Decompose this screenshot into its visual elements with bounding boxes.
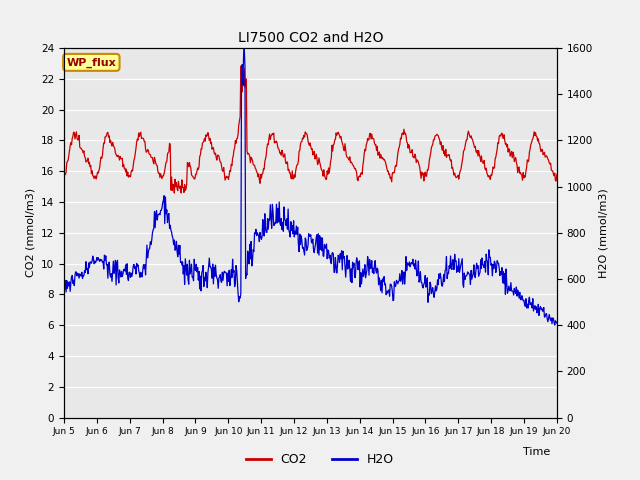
Y-axis label: CO2 (mmol/m3): CO2 (mmol/m3) [26,188,35,277]
Legend: CO2, H2O: CO2, H2O [241,448,399,471]
X-axis label: Time: Time [524,447,550,457]
Title: LI7500 CO2 and H2O: LI7500 CO2 and H2O [237,32,383,46]
Text: WP_flux: WP_flux [67,57,116,68]
Y-axis label: H2O (mmol/m3): H2O (mmol/m3) [598,188,609,277]
